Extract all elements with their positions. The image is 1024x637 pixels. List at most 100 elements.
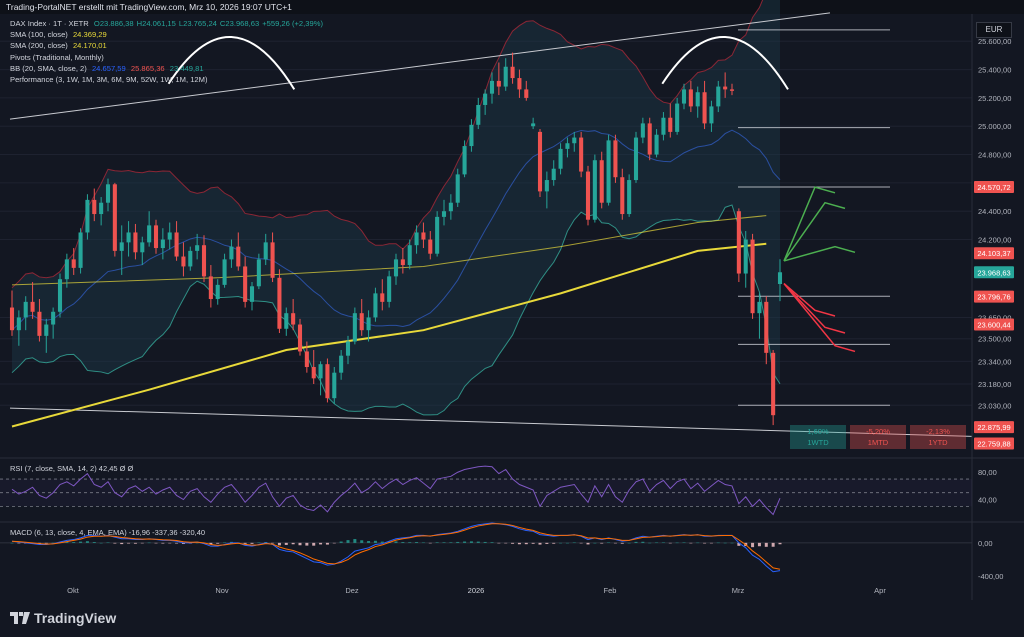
macd-histogram-bar <box>72 542 76 543</box>
candle <box>78 232 83 268</box>
currency-button[interactable]: EUR <box>976 22 1012 38</box>
performance-value: -5,20% <box>866 427 890 436</box>
candle <box>750 239 755 314</box>
candle <box>99 202 104 215</box>
candle <box>325 364 330 399</box>
candle <box>620 177 625 215</box>
candle <box>606 140 611 203</box>
candle <box>23 301 28 318</box>
candle <box>613 140 618 178</box>
macd-histogram-bar <box>277 542 281 546</box>
candle <box>771 352 776 416</box>
price-label: 23.968,63 <box>977 268 1010 277</box>
ohlc-h: H24.061,15 <box>136 19 176 28</box>
macd-histogram-bar <box>490 542 494 543</box>
macd-histogram-bar <box>593 542 597 544</box>
candle <box>723 86 728 90</box>
price-label: 24.570,72 <box>977 183 1010 192</box>
performance-label: 1MTD <box>868 438 889 447</box>
candle <box>16 317 21 331</box>
candle <box>51 311 56 325</box>
rsi-line <box>11 465 781 516</box>
macd-histogram-bar <box>613 542 617 544</box>
legend-sma100[interactable]: SMA (100, close) 24.369,29 <box>10 29 323 40</box>
candle <box>661 117 666 135</box>
candle <box>277 277 282 329</box>
projection-arrow <box>783 283 836 317</box>
candle <box>510 66 515 79</box>
candle <box>414 232 419 246</box>
candle <box>503 66 508 87</box>
macd-histogram-bar <box>360 540 364 543</box>
header-bar: Trading-PortalNET erstellt mit TradingVi… <box>0 0 1024 14</box>
ohlc-c: C23.968,63 <box>219 19 260 28</box>
rsi-axis-tick: 40,00 <box>978 496 997 505</box>
macd-histogram-bar <box>305 542 309 546</box>
performance-label: 1YTD <box>928 438 948 447</box>
candle <box>777 272 783 285</box>
sma100-label: SMA (100, close) <box>10 30 68 40</box>
macd-histogram-bar <box>497 542 501 544</box>
candle <box>181 256 186 267</box>
macd-histogram-bar <box>771 542 775 547</box>
x-axis-label: 2026 <box>468 586 485 595</box>
candle <box>284 313 289 329</box>
candle <box>421 232 426 240</box>
candle <box>551 168 556 181</box>
macd-histogram-bar <box>394 541 398 543</box>
macd-histogram-bar <box>332 542 336 544</box>
macd-histogram-bar <box>778 542 782 545</box>
candle <box>647 123 652 155</box>
candle <box>592 160 597 220</box>
candle <box>119 242 124 251</box>
ohlc-change: +559,26 (+2,39%) <box>262 19 323 28</box>
macd-histogram-bar <box>757 542 761 547</box>
macd-histogram-bar <box>737 542 741 546</box>
legend-performance[interactable]: Performance (3, 1W, 1M, 3M, 6M, 9M, 52W,… <box>10 74 323 85</box>
candle <box>44 324 49 336</box>
candle <box>359 313 364 331</box>
legend-bb[interactable]: BB (20, SMA, close, 2) 24.657,59 25.865,… <box>10 63 323 74</box>
candle <box>318 364 323 379</box>
legend-symbol-row[interactable]: DAX Index · 1T · XETR O23.886,38 H24.061,… <box>10 18 323 29</box>
candle <box>57 279 63 312</box>
macd-histogram-bar <box>154 542 158 544</box>
candle <box>435 216 440 254</box>
price-tick: 23.340,00 <box>978 357 1011 366</box>
macd-histogram-bar <box>661 542 665 543</box>
candle <box>462 146 467 175</box>
macd-histogram-bar <box>113 542 117 544</box>
legend-sma200[interactable]: SMA (200, close) 24.170,01 <box>10 40 323 51</box>
sma100-line <box>11 215 767 286</box>
macd-histogram-bar <box>703 542 707 544</box>
brand-name: TradingView <box>34 610 117 626</box>
macd-histogram-bar <box>168 542 172 544</box>
macd-histogram-bar <box>696 542 700 544</box>
macd-histogram-bar <box>449 542 453 543</box>
macd-histogram-bar <box>10 542 14 544</box>
candle <box>640 123 645 138</box>
candle <box>339 355 344 373</box>
macd-histogram-bar <box>85 541 89 543</box>
candle <box>297 324 303 352</box>
price-tick: 23.500,00 <box>978 335 1011 344</box>
macd-histogram-bar <box>689 542 693 544</box>
candle <box>764 301 769 353</box>
macd-histogram-bar <box>147 542 151 544</box>
price-label-box <box>974 266 1014 279</box>
bollinger-upper-line <box>11 0 764 289</box>
price-label-box <box>974 421 1014 434</box>
candle <box>311 367 316 379</box>
candle <box>407 245 412 266</box>
macd-histogram-bar <box>127 542 131 544</box>
double-top-arc <box>661 36 789 90</box>
legend-pivots[interactable]: Pivots (Traditional, Monthly) <box>10 52 323 63</box>
macd-histogram-bar <box>17 542 21 544</box>
macd-histogram-bar <box>120 542 124 545</box>
price-label-box <box>974 290 1014 303</box>
candle <box>222 259 227 285</box>
candle <box>448 202 453 212</box>
macd-histogram-bar <box>44 542 48 544</box>
